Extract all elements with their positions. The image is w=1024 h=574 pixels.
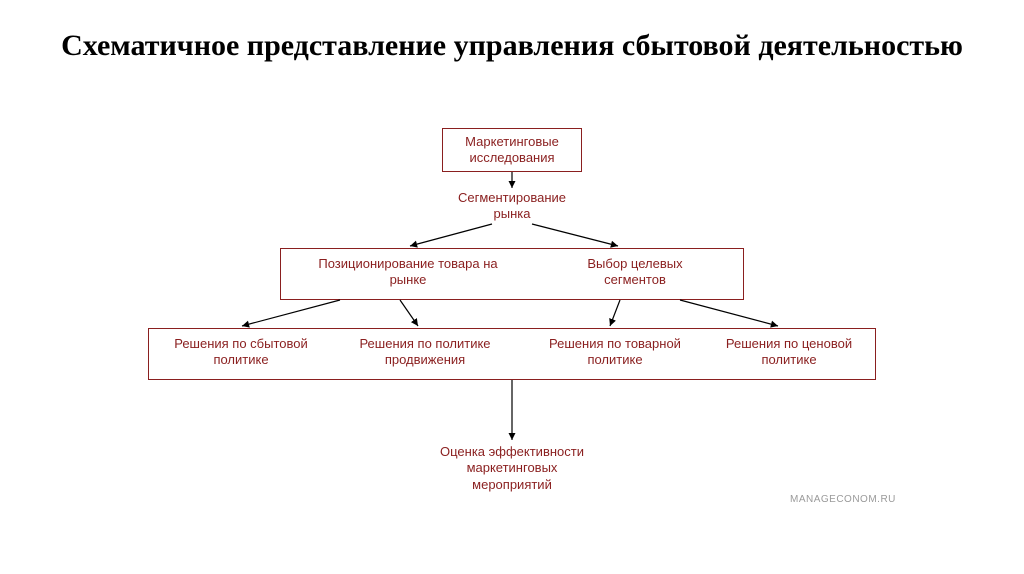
watermark: MANAGECONOM.RU (790, 494, 896, 505)
edge (610, 300, 620, 326)
flowchart: Маркетинговые исследования Сегментирован… (0, 0, 1024, 574)
node-label: Маркетинговые исследования (449, 134, 575, 167)
node-label: Решения по сбытовой политике (174, 336, 308, 367)
node-decision-product: Решения по товарной политике (540, 336, 690, 369)
edge (242, 300, 340, 326)
node-label: Решения по ценовой политике (726, 336, 852, 367)
edge (400, 300, 418, 326)
edge (532, 224, 618, 246)
node-segmentation: Сегментирование рынка (457, 190, 567, 223)
node-positioning: Позиционирование товара на рынке (318, 256, 498, 289)
node-label: Решения по политике продвижения (359, 336, 490, 367)
edge (680, 300, 778, 326)
node-label: Позиционирование товара на рынке (318, 256, 497, 287)
node-target-segments: Выбор целевых сегментов (560, 256, 710, 289)
node-label: Выбор целевых сегментов (587, 256, 682, 287)
node-decision-price: Решения по ценовой политике (714, 336, 864, 369)
node-label: Оценка эффективности маркетинговых мероп… (440, 444, 584, 492)
node-evaluation: Оценка эффективности маркетинговых мероп… (432, 444, 592, 493)
node-decision-promotion: Решения по политике продвижения (340, 336, 510, 369)
edge (410, 224, 492, 246)
node-label: Сегментирование рынка (458, 190, 566, 221)
node-marketing-research: Маркетинговые исследования (442, 128, 582, 172)
node-label: Решения по товарной политике (549, 336, 681, 367)
node-decision-sales: Решения по сбытовой политике (166, 336, 316, 369)
